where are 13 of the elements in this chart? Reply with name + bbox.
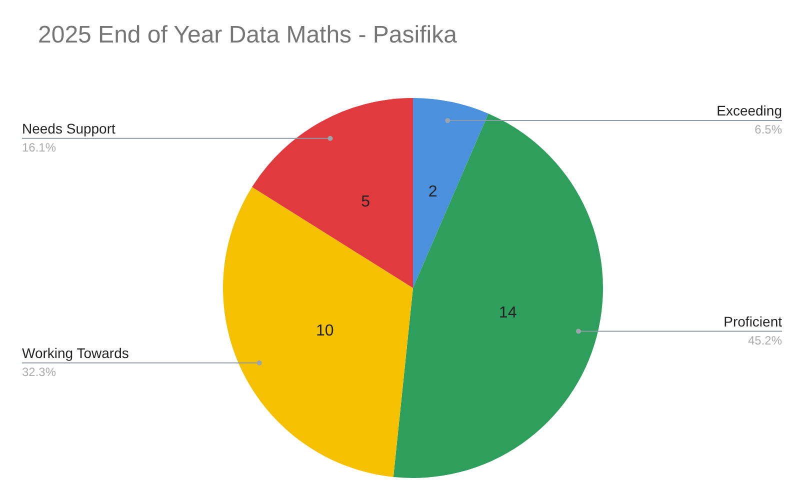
slice-label: Proficient: [724, 313, 782, 330]
slice-label: Exceeding: [716, 102, 782, 119]
data-label: 16.1%: [22, 140, 56, 154]
slice-label: Needs Support: [22, 120, 116, 136]
data-label: 32.3%: [22, 364, 56, 379]
chart-title: 2025 End of Year Data Maths - Pasifika: [38, 22, 458, 48]
text: 2: [428, 184, 438, 201]
text: 14: [498, 304, 517, 322]
slice-label: Working Towards: [22, 344, 129, 361]
data-label: 6.5%: [754, 122, 782, 137]
text: 10: [316, 322, 334, 340]
data-label: 45.2%: [748, 333, 782, 348]
text: 5: [361, 194, 370, 211]
